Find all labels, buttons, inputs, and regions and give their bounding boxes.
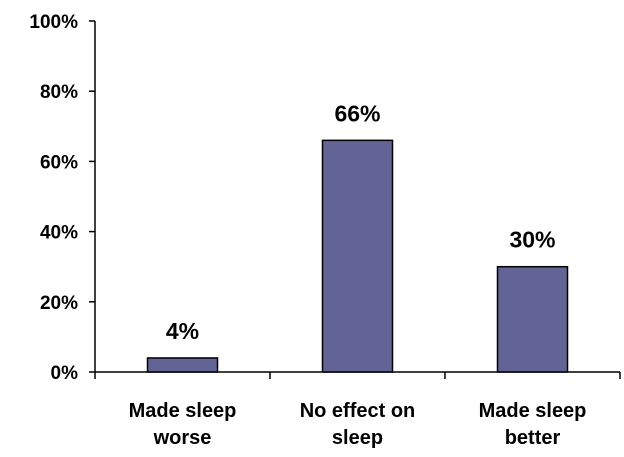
bars	[146, 139, 569, 373]
y-tick-label: 0%	[51, 363, 79, 384]
x-axis: Made sleep worse No effect on sleep Made sle…	[94, 371, 621, 449]
x-category-label: Made sleep worse	[129, 400, 237, 449]
data-labels: 4% 66% 30%	[166, 100, 556, 344]
y-axis: 0% 20% 40% 60% 80% 100%	[29, 12, 96, 384]
x-category-label: Made sleep better	[479, 400, 587, 449]
y-tick-label: 60%	[40, 152, 78, 173]
bar	[496, 265, 569, 373]
y-tick-label: 80%	[40, 82, 78, 103]
bar-value-label: 4%	[166, 318, 199, 344]
bar	[321, 139, 394, 373]
bar-value-label: 66%	[334, 100, 380, 126]
y-tick-label: 20%	[40, 293, 78, 314]
x-category-label: No effect on sleep	[300, 400, 416, 449]
bar-value-label: 30%	[509, 227, 555, 253]
y-tick-label: 100%	[29, 12, 78, 33]
bar	[146, 357, 219, 373]
y-tick-label: 40%	[40, 223, 78, 244]
